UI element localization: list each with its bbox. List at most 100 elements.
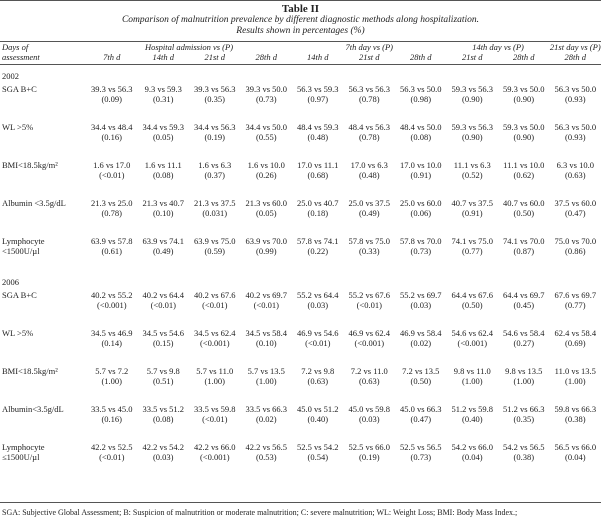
title-box: Table II Comparison of malnutrition prev… xyxy=(0,0,601,42)
comparison: 57.8 vs 74.1 xyxy=(296,236,339,246)
row-label: SGA B+C xyxy=(0,287,86,325)
group-header: Hospital admission vs (P) xyxy=(144,42,234,52)
p-value: (0.18) xyxy=(307,208,329,218)
cell: 40.2 vs 69.7 (<0.01) xyxy=(241,287,293,325)
p-value: (0.49) xyxy=(152,246,174,256)
cell: 39.3 vs 56.3 (0.09) xyxy=(86,81,138,119)
comparison: 46.9 vs 58.4 xyxy=(399,328,442,338)
comparison: 33.5 vs 51.2 xyxy=(142,404,185,414)
comparison: 40.7 vs 60.0 xyxy=(503,198,545,208)
comparison: 40.2 vs 55.2 xyxy=(90,290,133,300)
p-value: (0.33) xyxy=(358,246,380,256)
row-label: BMI<18.5kg/m² xyxy=(0,157,86,195)
column-header: 21st d xyxy=(343,52,396,65)
p-value: (0.48) xyxy=(358,170,380,180)
header-text: Days of xyxy=(2,42,29,52)
comparison: 54.2 vs 56.5 xyxy=(503,442,545,452)
row-label-line: WL >5% xyxy=(2,328,34,338)
p-value: (0.98) xyxy=(410,94,432,104)
table-title: Table II xyxy=(281,3,320,15)
cell: 1.6 vs 6.3 (0.37) xyxy=(189,157,241,195)
comparison: 34.4 vs 48.4 xyxy=(90,122,133,132)
cell: 39.3 vs 56.3 (0.35) xyxy=(189,81,241,119)
row-label-line: BMI<18.5kg/m² xyxy=(2,366,58,376)
cell: 21.3 vs 60.0 (0.05) xyxy=(241,195,293,233)
table: Days of assessment Hospital admission vs (… xyxy=(0,42,601,477)
comparison: 51.2 vs 66.3 xyxy=(503,404,545,414)
cell: 33.5 vs 51.2 (0.08) xyxy=(138,401,190,439)
cell: 34.5 vs 46.9 (0.14) xyxy=(86,325,138,363)
cell: 1.6 vs 17.0 (<0.01) xyxy=(86,157,138,195)
p-value: (0.27) xyxy=(513,338,535,348)
p-value: (<0.01) xyxy=(150,300,176,310)
cell: 59.3 vs 50.0 (0.90) xyxy=(498,81,550,119)
cell: 40.2 vs 64.4 (<0.01) xyxy=(138,287,190,325)
comparison: 5.7 vs 7.2 xyxy=(95,366,129,376)
p-value: (0.04) xyxy=(462,452,483,462)
p-value: (0.02) xyxy=(410,338,432,348)
cell: 5.7 vs 9.8 (0.51) xyxy=(138,363,190,401)
comparison: 59.3 vs 50.0 xyxy=(503,122,545,132)
comparison: 48.4 vs 56.3 xyxy=(348,122,391,132)
row-label: BMI<18.5kg/m² xyxy=(0,363,86,401)
p-value: (0.04) xyxy=(565,452,586,462)
comparison: 39.3 vs 50.0 xyxy=(245,84,288,94)
cell: 17.0 vs 11.1 (0.68) xyxy=(292,157,344,195)
p-value: (0.90) xyxy=(513,132,535,142)
comparison: 11.1 vs 6.3 xyxy=(453,160,491,170)
cell: 46.9 vs 62.4 (<0.001) xyxy=(344,325,396,363)
p-value: (0.08) xyxy=(152,170,174,180)
p-value: (0.62) xyxy=(513,170,535,180)
cell: 21.3 vs 37.5 (0.031) xyxy=(189,195,241,233)
comparison: 63.9 vs 74.1 xyxy=(142,236,185,246)
cell: 11.1 vs 10.0 (0.62) xyxy=(498,157,550,195)
comparison: 55.2 vs 67.6 xyxy=(348,290,391,300)
comparison: 42.2 vs 52.5 xyxy=(90,442,133,452)
cell: 7.2 vs 9.8 (0.63) xyxy=(292,363,344,401)
row-label-line: BMI<18.5kg/m² xyxy=(2,160,58,170)
comparison: 54.6 vs 58.4 xyxy=(503,328,545,338)
column-header: 28th d xyxy=(498,52,550,65)
cell: 25.0 vs 37.5 (0.49) xyxy=(344,195,396,233)
cell: 42.2 vs 52.5 (<0.01) xyxy=(86,439,138,477)
p-value: (0.031) xyxy=(202,208,228,218)
cell: 57.8 vs 75.0 (0.33) xyxy=(344,233,396,271)
p-value: (0.91) xyxy=(462,208,483,218)
p-value: (0.73) xyxy=(410,246,432,256)
comparison: 5.7 vs 11.0 xyxy=(196,366,234,376)
cell: 40.7 vs 60.0 (0.50) xyxy=(498,195,550,233)
p-value: (0.09) xyxy=(101,94,123,104)
p-value: (0.63) xyxy=(307,376,329,386)
comparison: 63.9 vs 75.0 xyxy=(193,236,236,246)
p-value: (0.19) xyxy=(204,132,226,142)
cell: 54.2 vs 66.0 (0.04) xyxy=(447,439,499,477)
p-value: (0.50) xyxy=(462,300,483,310)
comparison: 45.0 vs 59.8 xyxy=(348,404,391,414)
p-value: (0.14) xyxy=(101,338,123,348)
p-value: (0.35) xyxy=(513,414,535,424)
cell: 25.0 vs 60.0 (0.06) xyxy=(395,195,447,233)
group-header: 14th day vs (P) xyxy=(472,42,524,52)
cell: 5.7 vs 11.0 (1.00) xyxy=(189,363,241,401)
cell: 59.8 vs 66.3 (0.38) xyxy=(550,401,601,439)
cell: 59.3 vs 50.0 (0.90) xyxy=(498,119,550,157)
p-value: (0.03) xyxy=(307,300,329,310)
comparison: 64.4 vs 69.7 xyxy=(503,290,545,300)
cell: 17.0 vs 10.0 (0.91) xyxy=(395,157,447,195)
year-label: 2002 xyxy=(2,71,19,81)
p-value: (0.63) xyxy=(565,170,586,180)
p-value: (1.00) xyxy=(513,376,535,386)
subtitle: Comparison of malnutrition prevalence by… xyxy=(121,15,480,25)
comparison: 7.2 vs 9.8 xyxy=(301,366,335,376)
comparison: 45.0 vs 66.3 xyxy=(399,404,442,414)
comparison: 39.3 vs 56.3 xyxy=(193,84,236,94)
cell: 21.3 vs 25.0 (0.78) xyxy=(86,195,138,233)
row-label: WL >5% xyxy=(0,325,86,363)
comparison: 74.1 vs 75.0 xyxy=(451,236,494,246)
cell: 56.3 vs 50.0 (0.98) xyxy=(395,81,447,119)
cell: 34.4 vs 50.0 (0.55) xyxy=(241,119,293,157)
row-label: SGA B+C xyxy=(0,81,86,119)
row-label-line: <1500U/µl xyxy=(2,246,40,256)
comparison: 33.5 vs 59.8 xyxy=(193,404,236,414)
cell: 63.9 vs 70.0 (0.99) xyxy=(241,233,293,271)
